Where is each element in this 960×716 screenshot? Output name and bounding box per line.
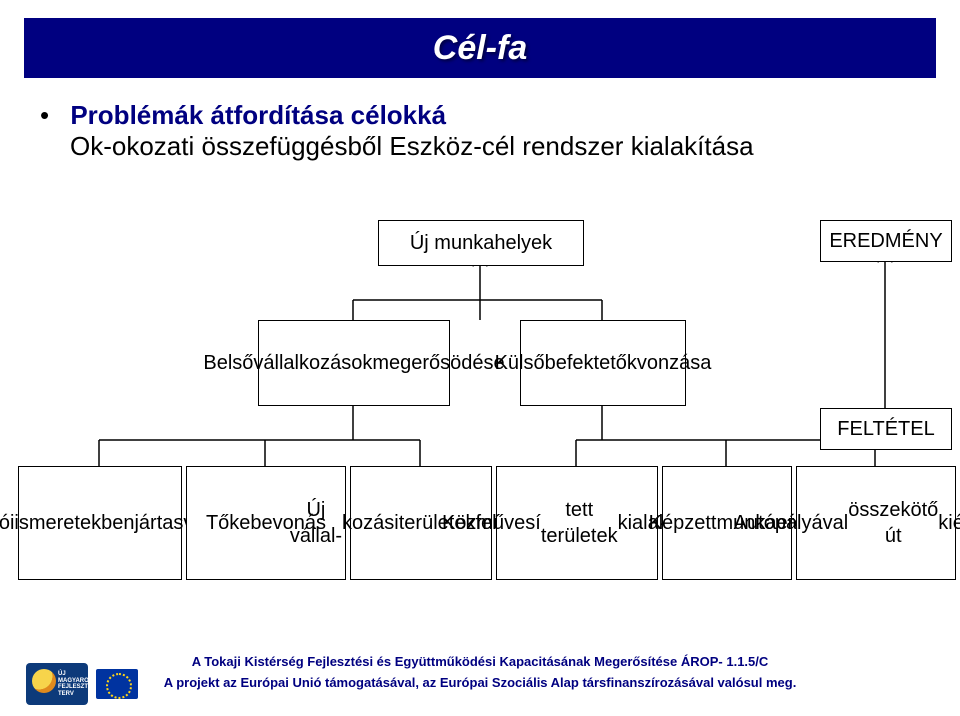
node-top: Új munkahelyek	[378, 220, 584, 266]
node-feltetel: FELTÉTEL	[820, 408, 952, 450]
logo-eu-flag	[96, 669, 138, 699]
node-mid_right: Külsőbefektetőkvonzása	[520, 320, 686, 406]
bullet-sub: Ok-okozati összefüggésből Eszköz-cél ren…	[70, 131, 754, 162]
node-leaf6: Autópályávalösszekötő útkiépítése	[796, 466, 956, 580]
bullet-bold: Problémák átfordítása célokká	[70, 100, 446, 130]
node-eredmeny: EREDMÉNY	[820, 220, 952, 262]
node-leaf1: Vállalkozóiismeretekbenjártasvállalkozók	[18, 466, 182, 580]
logo-umft: ÚJ MAGYARORSZÁG FEJLESZTÉSI TERV	[26, 663, 88, 705]
bullet-dot: •	[40, 100, 63, 130]
node-mid_left: Belsővállalkozásokmegerősödése	[258, 320, 450, 406]
footer: ÚJ MAGYARORSZÁG FEJLESZTÉSI TERV A Tokaj…	[0, 654, 960, 716]
slide-title: Cél-fa	[433, 29, 527, 67]
title-bar: Cél-fa	[24, 18, 936, 78]
footer-logos: ÚJ MAGYARORSZÁG FEJLESZTÉSI TERV	[26, 660, 166, 708]
node-leaf4: Közművesített területekkialakítása	[496, 466, 658, 580]
bullet-block: • Problémák átfordítása célokká Ok-okoza…	[40, 100, 754, 162]
